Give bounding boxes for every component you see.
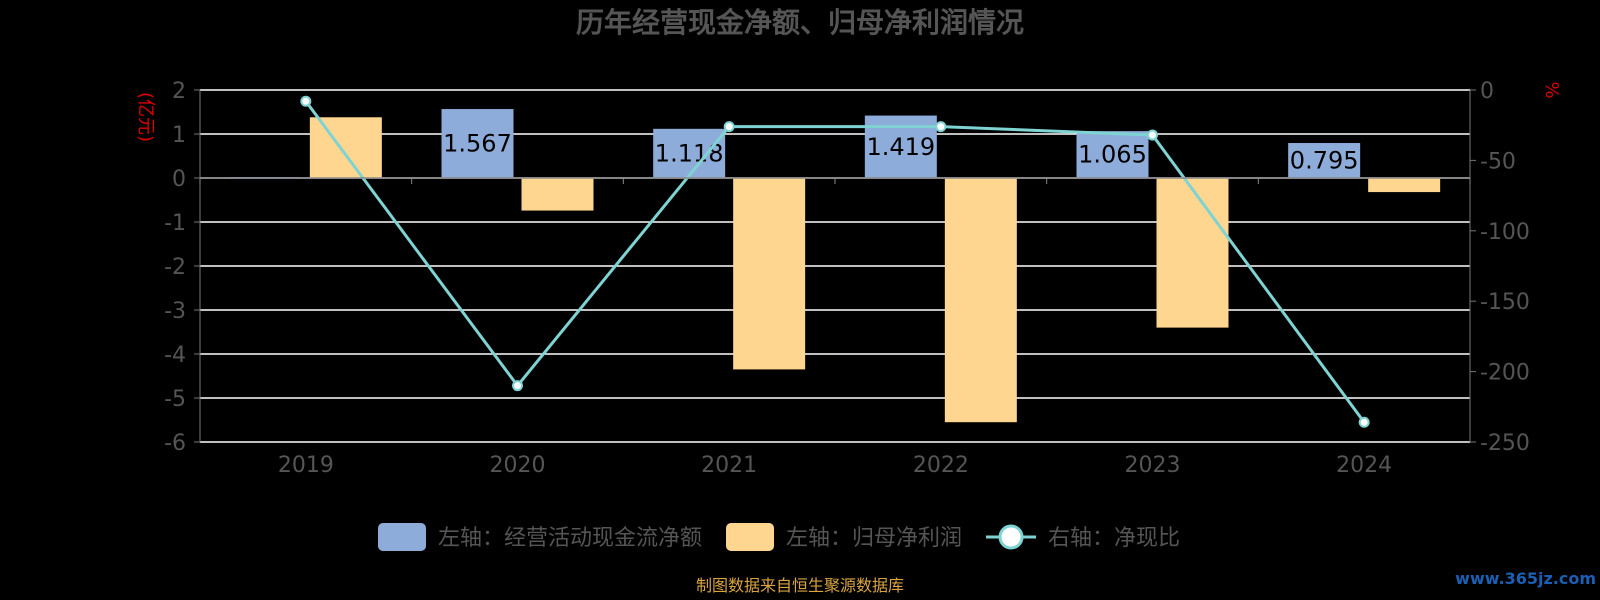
legend-marker	[998, 524, 1024, 550]
operating-cashflow-bar	[441, 109, 514, 178]
left-tick-label: -3	[164, 299, 186, 324]
right-tick-label: -250	[1480, 431, 1530, 456]
net-profit-bar	[1156, 178, 1229, 328]
net-cash-ratio-point	[512, 380, 523, 392]
legend-label: 左轴：经营活动现金流净额	[438, 526, 702, 551]
x-tick-label: 2024	[1336, 453, 1392, 478]
net-cash-ratio-point	[935, 121, 947, 133]
operating-cashflow-label: 1.118	[655, 139, 724, 167]
left-axis-unit: (亿元)	[135, 92, 156, 142]
left-tick-label: -5	[164, 387, 186, 412]
left-tick-label: -2	[164, 255, 186, 280]
legend-swatch	[726, 523, 775, 551]
left-tick-label: -6	[164, 431, 186, 456]
operating-cashflow-bar	[1288, 143, 1361, 178]
watermark: www.365jz.com	[1455, 569, 1596, 588]
operating-cashflow-label: 0.795	[1290, 147, 1359, 175]
operating-cashflow-bar	[653, 128, 726, 178]
net-cash-ratio-line	[304, 100, 1366, 424]
grid-lines	[200, 89, 1470, 443]
legend-label: 左轴：归母净利润	[786, 526, 962, 551]
net-profit-bar	[521, 178, 594, 211]
operating-cashflow-label: 1.567	[443, 130, 512, 158]
axes: 2 1 0 -1 -2 -3 -4 -5 -6 0 -50 -100 -150 -200 -250 2019 2…	[164, 79, 1530, 478]
right-tick-label: -200	[1480, 361, 1530, 386]
right-axis-unit: %	[1541, 81, 1562, 98]
net-cash-ratio-point	[723, 121, 735, 133]
net-profit-bar	[309, 117, 382, 178]
net-cash-ratio-point	[1147, 129, 1158, 141]
chart-title: 历年经营现金净额、归母净利润情况	[576, 6, 1024, 39]
left-tick-label: 1	[172, 123, 186, 148]
x-tick-label: 2023	[1125, 453, 1181, 478]
bars: 1.567 1.118 1.419 1.065 0.795	[229, 109, 1441, 423]
legend-swatch	[378, 523, 426, 551]
net-profit-bar	[944, 178, 1017, 423]
x-tick-label: 2020	[490, 453, 546, 478]
left-tick-label: 0	[172, 167, 186, 192]
net-cash-ratio-point	[300, 95, 312, 107]
operating-cashflow-bar	[1076, 131, 1149, 178]
left-tick-label: 2	[172, 79, 186, 104]
ratio-line	[300, 95, 1370, 428]
x-tick-label: 2021	[701, 453, 757, 478]
operating-cashflow-label: 1.419	[866, 133, 935, 161]
x-tick-label: 2019	[278, 453, 334, 478]
x-tick-label: 2022	[913, 453, 969, 478]
net-profit-bar	[1368, 178, 1441, 193]
legend-label: 右轴：净现比	[1048, 526, 1180, 551]
right-tick-label: -150	[1480, 290, 1530, 315]
left-tick-label: -1	[164, 211, 186, 236]
legend: 左轴：经营活动现金流净额 左轴：归母净利润 右轴：净现比	[378, 523, 1180, 551]
right-tick-label: -100	[1480, 220, 1530, 245]
right-tick-label: -50	[1480, 149, 1516, 174]
right-tick-label: 0	[1480, 79, 1494, 104]
data-source-note: 制图数据来自恒生聚源数据库	[696, 576, 904, 595]
left-tick-label: -4	[164, 343, 186, 368]
net-profit-bar	[733, 178, 806, 370]
net-cash-ratio-point	[1358, 416, 1370, 428]
operating-cashflow-label: 1.065	[1078, 141, 1147, 169]
